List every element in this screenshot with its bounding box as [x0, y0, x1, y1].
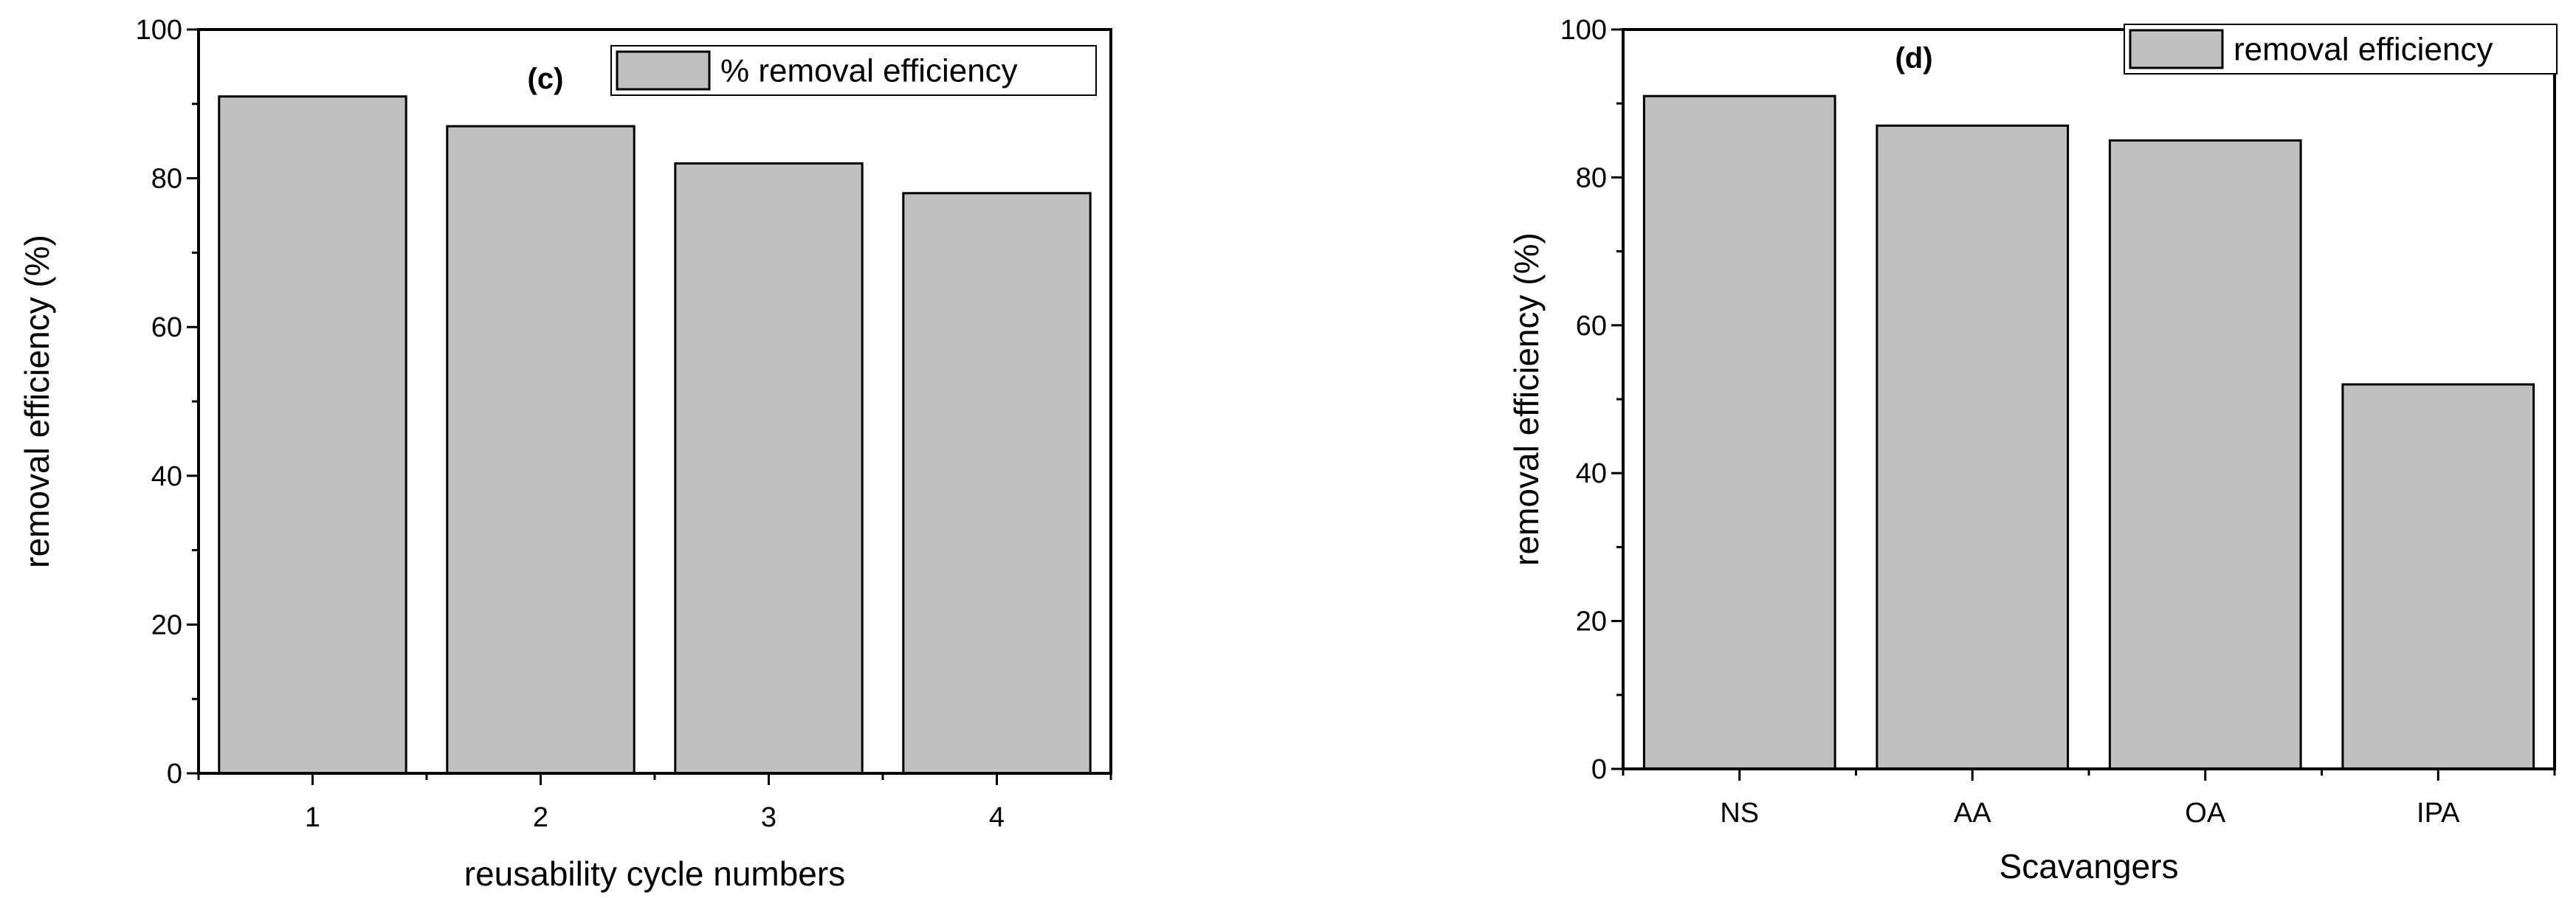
x-tick-label: IPA	[2417, 798, 2460, 829]
bar-4	[902, 192, 1092, 775]
bar-IPA	[2341, 383, 2535, 770]
panel-label: (d)	[1895, 42, 1932, 75]
bar-2	[446, 125, 636, 775]
legend-label: removal efficiency	[2234, 32, 2493, 68]
y-tick-label: 80	[151, 164, 182, 195]
y-tick-label: 100	[1560, 15, 1607, 46]
y-tick-label: 0	[167, 759, 182, 790]
y-tick-label: 20	[1576, 607, 1607, 638]
x-tick-label: AA	[1954, 798, 1991, 829]
y-axis-label: removal efficiency (%)	[1507, 232, 1546, 566]
legend: % removal efficiency	[610, 45, 1097, 96]
bar-NS	[1642, 94, 1836, 770]
y-tick-label: 20	[151, 610, 182, 640]
y-tick-label: 60	[151, 312, 182, 343]
y-axis-label: removal efficiency (%)	[18, 235, 56, 568]
y-tick-label: 100	[136, 15, 182, 46]
x-tick-label: OA	[2185, 798, 2226, 829]
y-tick-label: 60	[1576, 311, 1607, 342]
legend-swatch	[2129, 29, 2224, 69]
x-tick-label: 2	[533, 802, 548, 833]
x-tick-label: NS	[1720, 798, 1759, 829]
legend-label: % removal efficiency	[720, 53, 1018, 89]
y-tick-label: 40	[1576, 458, 1607, 489]
x-axis-label: reusability cycle numbers	[464, 854, 845, 893]
x-tick-label: 4	[989, 802, 1005, 833]
legend-swatch	[616, 50, 711, 91]
x-axis-label: Scavangers	[2000, 847, 2179, 885]
y-tick-label: 40	[151, 461, 182, 492]
legend: removal efficiency	[2124, 24, 2558, 75]
panel-label: (c)	[528, 63, 564, 95]
plot-frame	[1622, 28, 2556, 770]
chart-panel-d: NS AA OA IPA 0 20 40 60 80 100 (d) removal efficien…	[1507, 15, 2558, 885]
bar-1	[218, 95, 407, 775]
x-tick-label: 3	[761, 802, 776, 833]
y-tick-label: 0	[1591, 754, 1607, 785]
bar-3	[674, 162, 864, 775]
bar-AA	[1876, 124, 2070, 770]
y-tick-label: 80	[1576, 162, 1607, 193]
plot-frame	[197, 28, 1112, 775]
x-tick-label: 1	[305, 802, 320, 833]
bar-OA	[2108, 139, 2302, 770]
